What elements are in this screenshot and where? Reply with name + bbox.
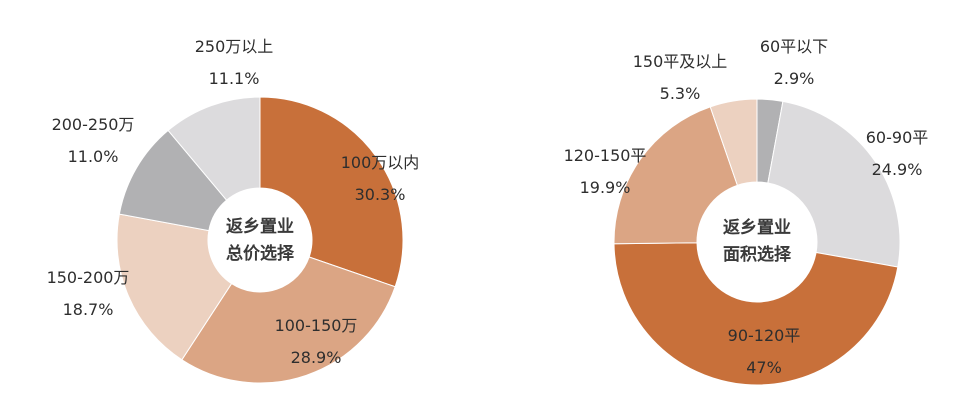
category-name: 150-200万 xyxy=(46,268,130,287)
slice-150-200万 xyxy=(116,213,233,361)
center-label-left: 返乡置业 总价选择 xyxy=(226,214,294,268)
slice-120-150平 xyxy=(613,106,739,245)
label-100-150: 100-150万 28.9% xyxy=(275,316,358,368)
category-name: 100万以内 xyxy=(340,153,420,172)
category-pct: 47% xyxy=(746,358,782,377)
label-90-120: 90-120平 47% xyxy=(728,326,801,378)
category-name: 90-120平 xyxy=(727,326,801,345)
slice-250万以上 xyxy=(167,96,261,201)
category-name: 200-250万 xyxy=(51,115,135,134)
center-line-1: 返乡置业 xyxy=(723,218,791,238)
category-name: 60平以下 xyxy=(759,37,829,56)
center-line-2: 面积选择 xyxy=(723,245,791,265)
category-pct: 11.0% xyxy=(67,147,119,166)
slice-90-120平 xyxy=(613,242,899,386)
slice-150平及以上 xyxy=(709,98,758,186)
category-pct: 11.1% xyxy=(208,69,260,88)
category-name: 60-90平 xyxy=(865,128,929,147)
label-60-90: 60-90平 24.9% xyxy=(866,128,929,180)
category-pct: 24.9% xyxy=(871,160,923,179)
category-pct: 5.3% xyxy=(659,84,701,103)
donut-chart-total-price xyxy=(116,96,404,384)
label-250-plus: 250万以上 11.1% xyxy=(195,37,274,89)
category-pct: 18.7% xyxy=(62,300,114,319)
slice-100万以内 xyxy=(259,96,404,288)
category-name: 120-150平 xyxy=(563,146,647,165)
label-150-200: 150-200万 18.7% xyxy=(47,268,130,320)
slice-100-150万 xyxy=(181,256,396,384)
category-pct: 30.3% xyxy=(354,185,406,204)
category-pct: 19.9% xyxy=(579,178,631,197)
category-name: 150平及以上 xyxy=(632,52,728,71)
donut-chart-area xyxy=(613,98,901,386)
category-pct: 2.9% xyxy=(773,69,815,88)
label-under-60: 60平以下 2.9% xyxy=(760,37,828,89)
label-150-plus: 150平及以上 5.3% xyxy=(633,52,728,104)
category-pct: 28.9% xyxy=(290,348,342,367)
center-line-1: 返乡置业 xyxy=(226,217,294,237)
label-120-150: 120-150平 19.9% xyxy=(564,146,647,198)
label-under-100: 100万以内 30.3% xyxy=(341,153,420,205)
center-label-right: 返乡置业 面积选择 xyxy=(723,215,791,269)
label-200-250: 200-250万 11.0% xyxy=(52,115,135,167)
category-name: 100-150万 xyxy=(274,316,358,335)
category-name: 250万以上 xyxy=(194,37,274,56)
center-line-2: 总价选择 xyxy=(226,244,294,264)
slice-60-90平 xyxy=(767,100,901,268)
